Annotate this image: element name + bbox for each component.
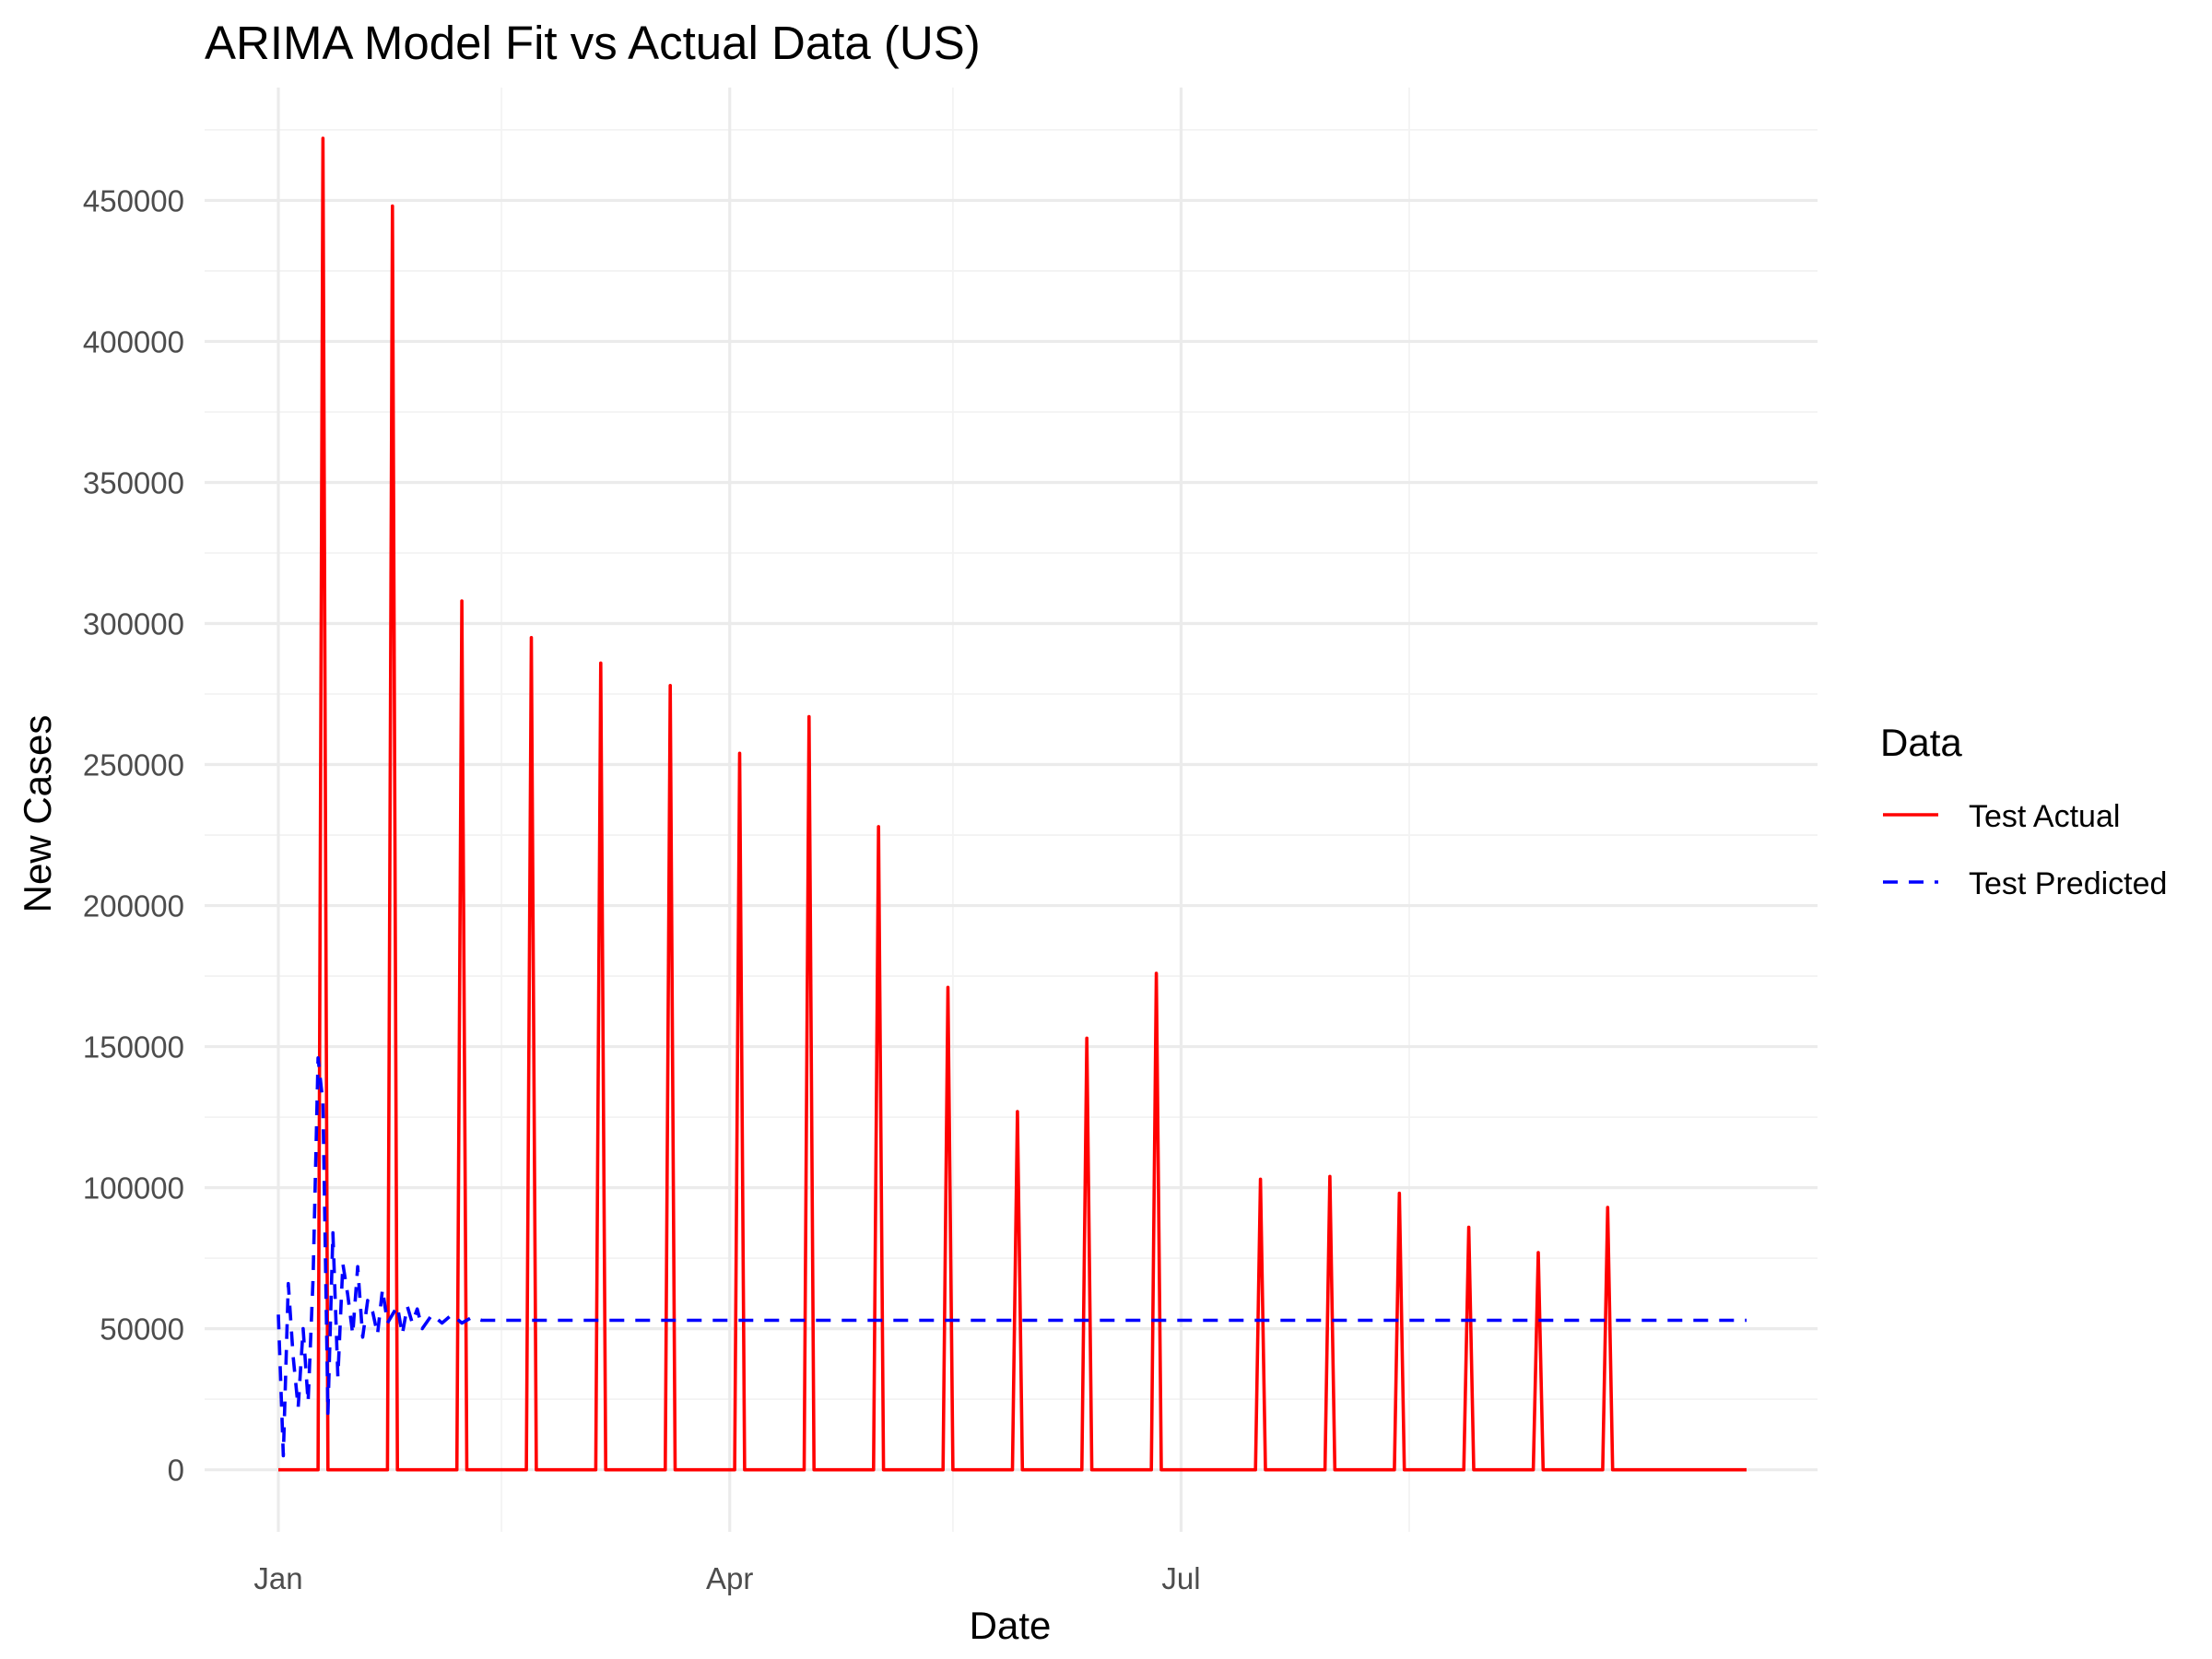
legend-label-test-predicted: Test Predicted: [1969, 866, 2167, 901]
legend-title: Data: [1880, 721, 1962, 764]
legend-label-test-actual: Test Actual: [1969, 799, 2120, 834]
y-tick-label: 150000: [83, 1030, 184, 1065]
x-tick-labels: Jan Apr Jul: [253, 1561, 1200, 1595]
y-axis-title: New Cases: [16, 715, 59, 913]
x-tick-label: Apr: [706, 1561, 753, 1595]
x-tick-label: Jan: [253, 1561, 302, 1595]
minor-gridlines: [205, 88, 1818, 1532]
y-tick-label: 350000: [83, 465, 184, 500]
y-tick-label: 400000: [83, 324, 184, 359]
legend: Data Test Actual Test Predicted: [1880, 721, 2167, 901]
y-tick-label: 200000: [83, 889, 184, 924]
y-tick-label: 300000: [83, 607, 184, 641]
y-tick-label: 250000: [83, 748, 184, 782]
chart-title: ARIMA Model Fit vs Actual Data (US): [205, 17, 981, 69]
x-tick-label: Jul: [1161, 1561, 1200, 1595]
y-tick-label: 50000: [100, 1312, 184, 1347]
plot-series: [276, 136, 1747, 1472]
major-gridlines: [205, 88, 1818, 1532]
y-tick-label: 450000: [83, 183, 184, 218]
series-line-test-predicted: [276, 1056, 1747, 1458]
y-tick-label: 0: [168, 1453, 184, 1488]
y-tick-labels: 0 50000 100000 150000 200000 250000 300000 3500…: [83, 183, 184, 1487]
y-tick-label: 100000: [83, 1171, 184, 1206]
x-axis-title: Date: [970, 1604, 1052, 1647]
series-line-test-actual: [278, 136, 1747, 1472]
